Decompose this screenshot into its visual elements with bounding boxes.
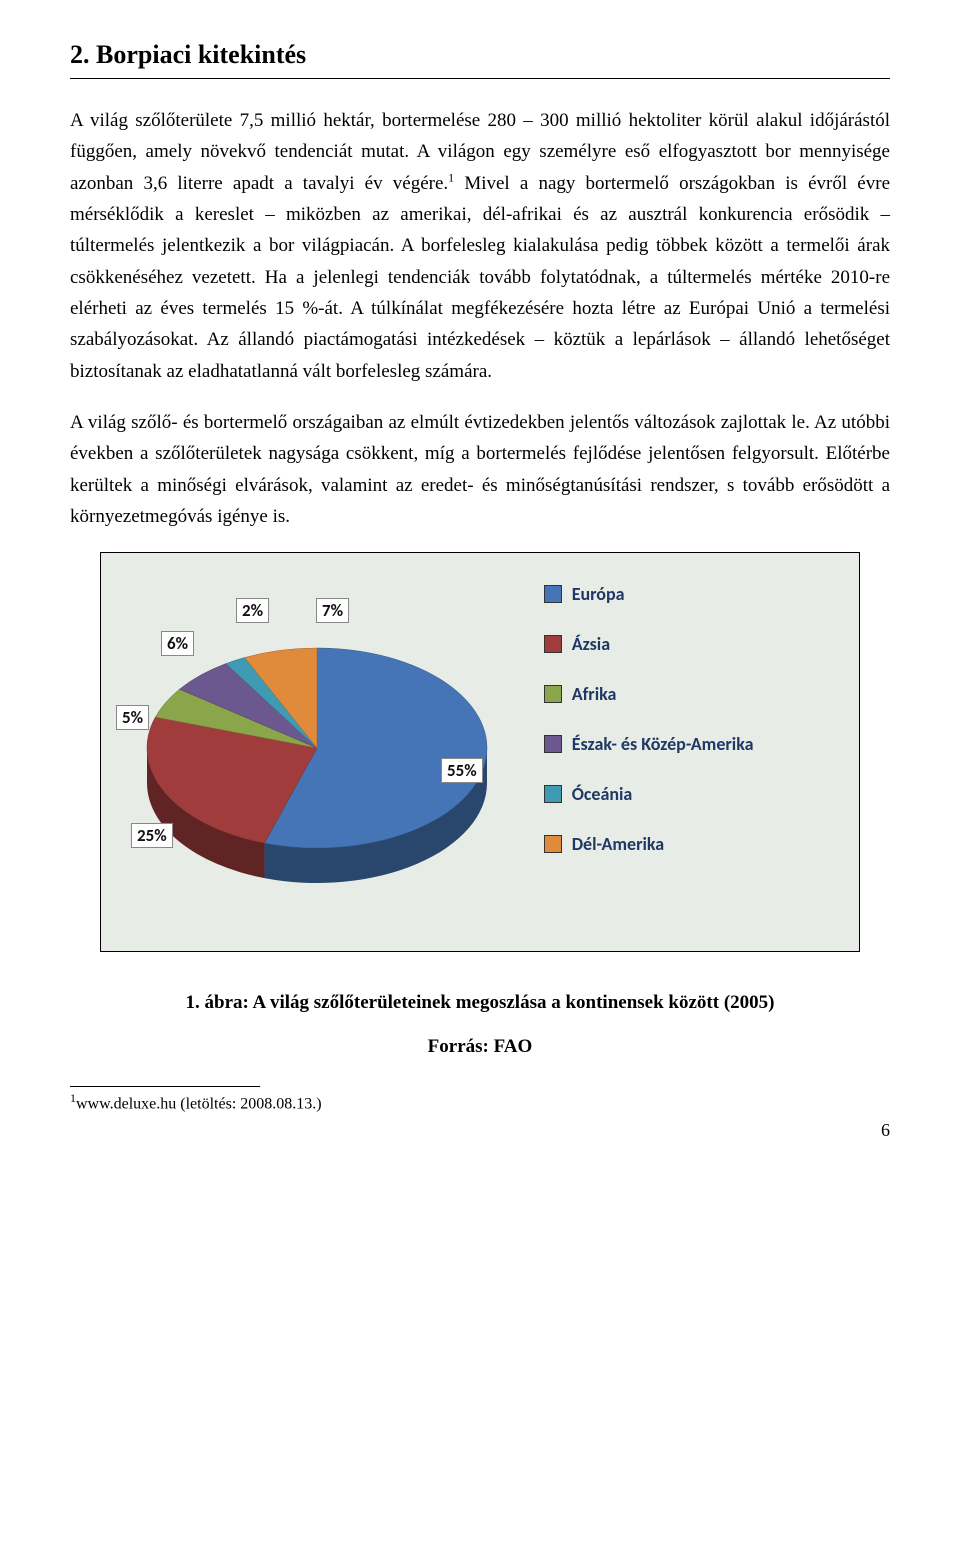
chart-legend: Európa Ázsia Afrika Észak- és Közép-Amerika… (544, 553, 859, 951)
paragraph-1: A világ szőlőterülete 7,5 millió hektár,… (70, 105, 890, 387)
footnote-rule (70, 1086, 260, 1087)
pie-slice-label: 2% (236, 598, 269, 623)
legend-item: Ázsia (544, 633, 849, 655)
heading-rule (70, 78, 890, 79)
footnote-text: www.deluxe.hu (letöltés: 2008.08.13.) (76, 1096, 322, 1113)
document-page: 2. Borpiaci kitekintés A világ szőlőterü… (0, 0, 960, 1171)
legend-item: Dél-Amerika (544, 833, 849, 855)
pie-chart-figure: 55% 25% 5% 6% 2% 7% Európa Ázsia Afrika Észak- é… (100, 552, 860, 952)
legend-swatch (544, 585, 562, 603)
figure-source: Forrás: FAO (70, 1036, 890, 1058)
pie-slice-label: 55% (441, 758, 483, 783)
legend-label: Afrika (572, 683, 617, 705)
pie-slice-label: 5% (116, 705, 149, 730)
pie-slice-label: 25% (131, 823, 173, 848)
legend-swatch (544, 785, 562, 803)
pie-chart-area: 55% 25% 5% 6% 2% 7% (101, 553, 544, 951)
legend-label: Óceánia (572, 783, 633, 805)
page-number: 6 (70, 1120, 890, 1141)
paragraph-1-part-b: Mivel a nagy bortermelő országokban is é… (70, 173, 890, 382)
legend-swatch (544, 685, 562, 703)
legend-item: Afrika (544, 683, 849, 705)
legend-item: Észak- és Közép-Amerika (544, 733, 849, 755)
paragraph-2: A világ szőlő- és bortermelő országaiban… (70, 407, 890, 532)
pie-slice-label: 7% (316, 598, 349, 623)
section-heading: 2. Borpiaci kitekintés (70, 40, 890, 70)
legend-label: Ázsia (572, 633, 610, 655)
footnote-1: 1www.deluxe.hu (letöltés: 2008.08.13.) (70, 1091, 890, 1113)
legend-label: Európa (572, 583, 625, 605)
legend-swatch (544, 835, 562, 853)
legend-swatch (544, 635, 562, 653)
legend-swatch (544, 735, 562, 753)
legend-label: Dél-Amerika (572, 833, 665, 855)
legend-item: Óceánia (544, 783, 849, 805)
pie-slice-label: 6% (161, 631, 194, 656)
figure-caption: 1. ábra: A világ szőlőterületeinek megos… (70, 992, 890, 1014)
legend-item: Európa (544, 583, 849, 605)
legend-label: Észak- és Közép-Amerika (572, 733, 754, 755)
